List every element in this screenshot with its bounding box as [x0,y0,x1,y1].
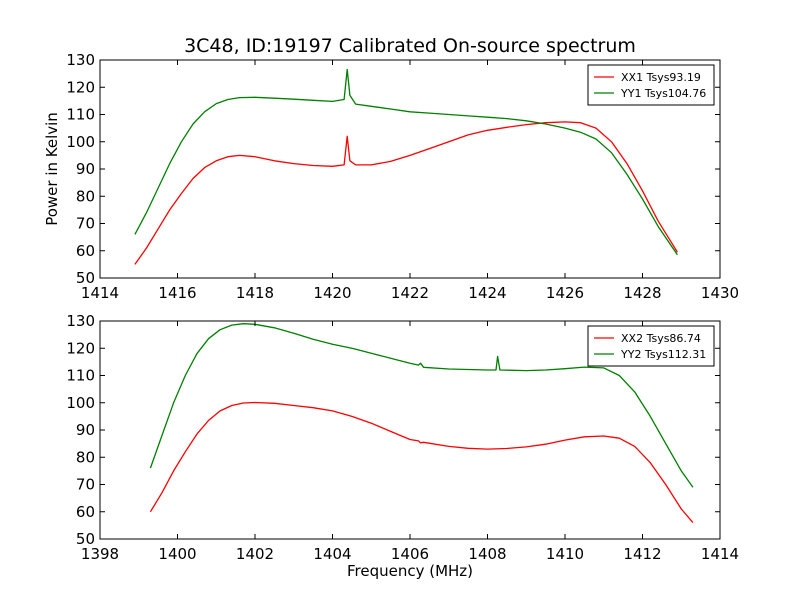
y-tick-label: 90 [76,421,95,439]
legend: XX2 Tsys86.74 YY2 Tsys112.31 [587,325,715,367]
x-tick-label: 1414 [81,284,119,302]
x-tick-label: 1422 [391,284,429,302]
y-tick-label: 60 [76,503,95,521]
x-tick-label: 1398 [81,545,119,563]
y-tick-label: 80 [76,187,95,205]
x-tick-label: 1406 [391,545,429,563]
x-axis-label: Frequency (MHz) [347,562,473,580]
x-tick-label: 1430 [701,284,739,302]
y-tick-label: 90 [76,160,95,178]
legend-box [587,325,715,367]
x-tick-label: 1404 [313,545,351,563]
chart-title: 3C48, ID:19197 Calibrated On-source spec… [184,35,636,57]
legend: XX1 Tsys93.19 YY1 Tsys104.76 [587,64,715,106]
x-tick-label: 1402 [236,545,274,563]
legend-label: XX2 Tsys86.74 [621,332,701,345]
y-tick-label: 120 [66,339,95,357]
series-line-yy2 [149,323,694,488]
x-tick-label: 1410 [546,545,584,563]
y-tick-label: 110 [66,367,95,385]
y-tick-label: 70 [76,476,95,494]
series-line-xx2 [149,401,694,524]
series-line-yy1 [134,68,678,256]
y-tick-label: 80 [76,448,95,466]
y-tick-label: 70 [76,215,95,233]
y-tick-label: 50 [76,530,95,548]
x-tick-label: 1414 [701,545,739,563]
x-tick-label: 1424 [468,284,506,302]
y-tick-label: 130 [66,312,95,330]
legend-box [587,64,715,106]
x-tick-label: 1412 [623,545,661,563]
y-tick-label: 60 [76,242,95,260]
y-tick-label: 110 [66,106,95,124]
x-tick-label: 1400 [158,545,196,563]
y-tick-label: 120 [66,78,95,96]
bottom-subplot: 1398 1400 1402 1404 1406 1408 1410 1412 1414 50 60… [66,312,739,563]
y-tick-label: 50 [76,269,95,287]
x-tick-label: 1426 [546,284,584,302]
series-line-xx1 [134,121,678,265]
y-tick-label: 100 [66,394,95,412]
x-tick-label: 1416 [158,284,196,302]
legend-label: YY2 Tsys112.31 [620,348,706,361]
y-axis-label: Power in Kelvin [43,112,61,226]
top-subplot: 1414 1416 1418 1420 1422 1424 1426 1428 1430 50 60… [66,51,739,302]
legend-label: XX1 Tsys93.19 [621,71,701,84]
y-tick-label: 130 [66,51,95,69]
legend-label: YY1 Tsys104.76 [620,87,706,100]
x-tick-label: 1420 [313,284,351,302]
x-tick-label: 1428 [623,284,661,302]
y-tick-label: 100 [66,133,95,151]
x-tick-label: 1418 [236,284,274,302]
x-tick-label: 1408 [468,545,506,563]
